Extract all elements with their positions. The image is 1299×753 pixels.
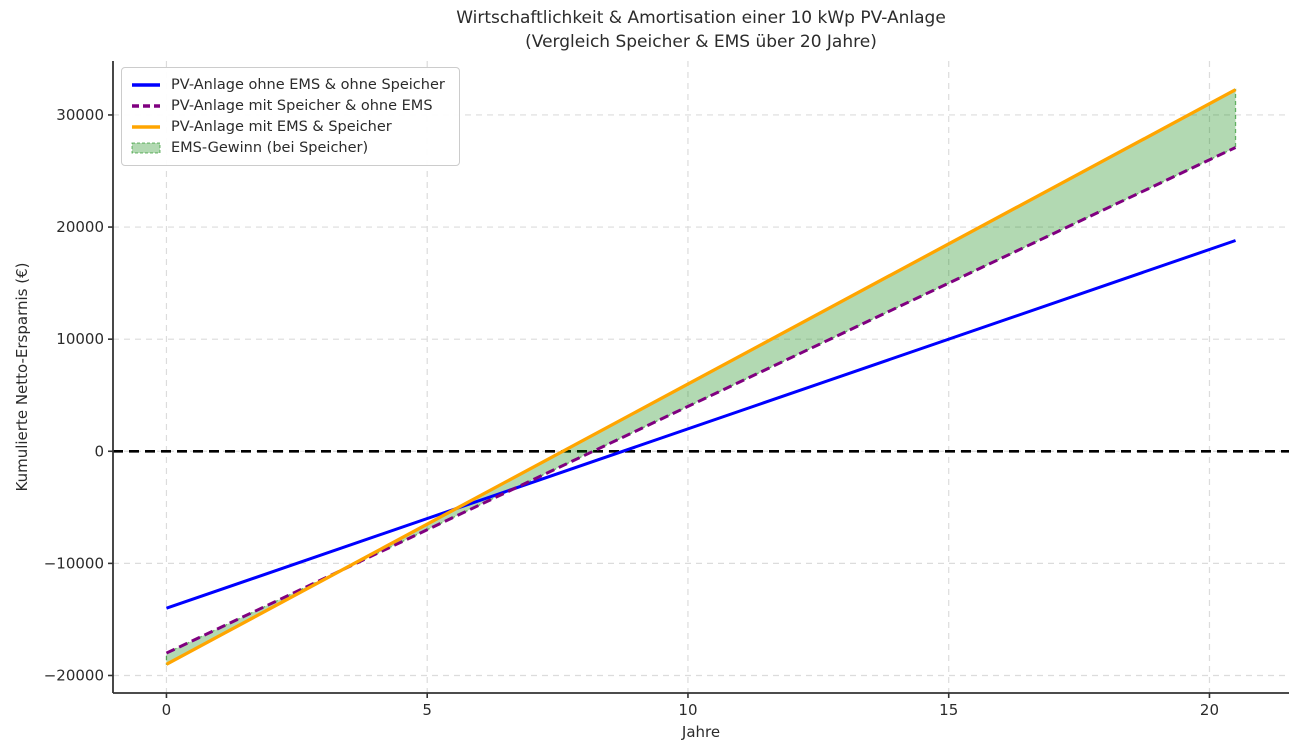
purple-dashed-line-swatch (132, 104, 160, 108)
chart-title: Wirtschaftlichkeit & Amortisation einer … (456, 8, 946, 28)
legend-label: PV-Anlage ohne EMS & ohne Speicher (171, 76, 445, 93)
y-tick-label: 20000 (56, 218, 104, 236)
y-tick-label: 10000 (56, 330, 104, 348)
legend: PV-Anlage ohne EMS & ohne Speicher PV-Anl… (121, 67, 460, 166)
x-tick-label: 5 (422, 701, 432, 719)
x-axis-label: Jahre (681, 723, 721, 741)
x-tick-label: 0 (162, 701, 172, 719)
line-pv-mit-ems-speicher (165, 88, 1237, 666)
y-axis-label: Kumulierte Netto-Ersparnis (€) (13, 262, 31, 492)
legend-item-mit-speicher-ohne-ems: PV-Anlage mit Speicher & ohne EMS (131, 98, 450, 114)
y-tick-label: −20000 (44, 666, 104, 684)
y-tick-label: 30000 (56, 106, 104, 124)
legend-label: PV-Anlage mit Speicher & ohne EMS (171, 97, 433, 114)
title-block: Wirtschaftlichkeit & Amortisation einer … (113, 6, 1289, 54)
line-pv-ohne-ems-ohne-speicher (165, 239, 1237, 610)
y-tick-label: −10000 (44, 554, 104, 572)
x-tick-label: 15 (939, 701, 958, 719)
blue-line-swatch (132, 82, 160, 87)
x-tick-label: 10 (678, 701, 697, 719)
legend-item-mit-ems-speicher: PV-Anlage mit EMS & Speicher (131, 119, 450, 135)
legend-item-ohne-ems-ohne-speicher: PV-Anlage ohne EMS & ohne Speicher (131, 77, 450, 93)
chart-subtitle: (Vergleich Speicher & EMS über 20 Jahre) (525, 32, 877, 52)
green-area-swatch (131, 142, 161, 154)
x-tick-label: 20 (1200, 701, 1219, 719)
legend-item-ems-gewinn: EMS-Gewinn (bei Speicher) (131, 140, 450, 156)
legend-label: PV-Anlage mit EMS & Speicher (171, 119, 392, 136)
y-tick-label: 0 (94, 442, 104, 460)
legend-label: EMS-Gewinn (bei Speicher) (171, 140, 369, 157)
orange-line-swatch (132, 125, 160, 129)
